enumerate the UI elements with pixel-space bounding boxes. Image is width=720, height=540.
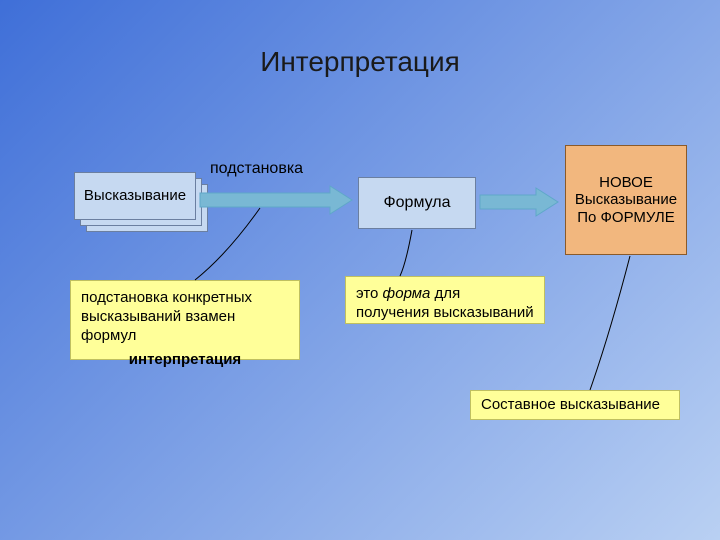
node-new-statement-label: НОВОЕ Высказывание По ФОРМУЛЕ <box>572 174 680 226</box>
node-statement-label: Высказывание <box>84 187 186 204</box>
diagram-stage: Интерпретация Высказывание Формула НОВОЕ… <box>0 0 720 540</box>
node-formula-label: Формула <box>383 194 450 212</box>
note-form-italic: форма <box>383 285 431 302</box>
edge-label-text: подстановка <box>210 160 303 177</box>
note-compound-text: Составное высказывание <box>481 396 660 415</box>
node-statement: Высказывание <box>74 172 196 220</box>
title-text: Интерпретация <box>260 46 460 77</box>
page-title: Интерпретация <box>0 46 720 78</box>
note-form: это форма для получения высказываний <box>345 276 545 324</box>
note-interpretation-bold: интерпретация <box>81 351 289 370</box>
node-formula: Формула <box>358 177 476 229</box>
svg-overlay <box>0 0 720 540</box>
note-compound: Составное высказывание <box>470 390 680 420</box>
node-new-statement: НОВОЕ Высказывание По ФОРМУЛЕ <box>565 145 687 255</box>
note-interpretation: подстановка конкретных высказываний взам… <box>70 280 300 360</box>
edge-label-substitution: подстановка <box>210 160 303 178</box>
note-form-before: это <box>356 285 383 302</box>
note-interpretation-text: подстановка конкретных высказываний взам… <box>81 289 252 344</box>
